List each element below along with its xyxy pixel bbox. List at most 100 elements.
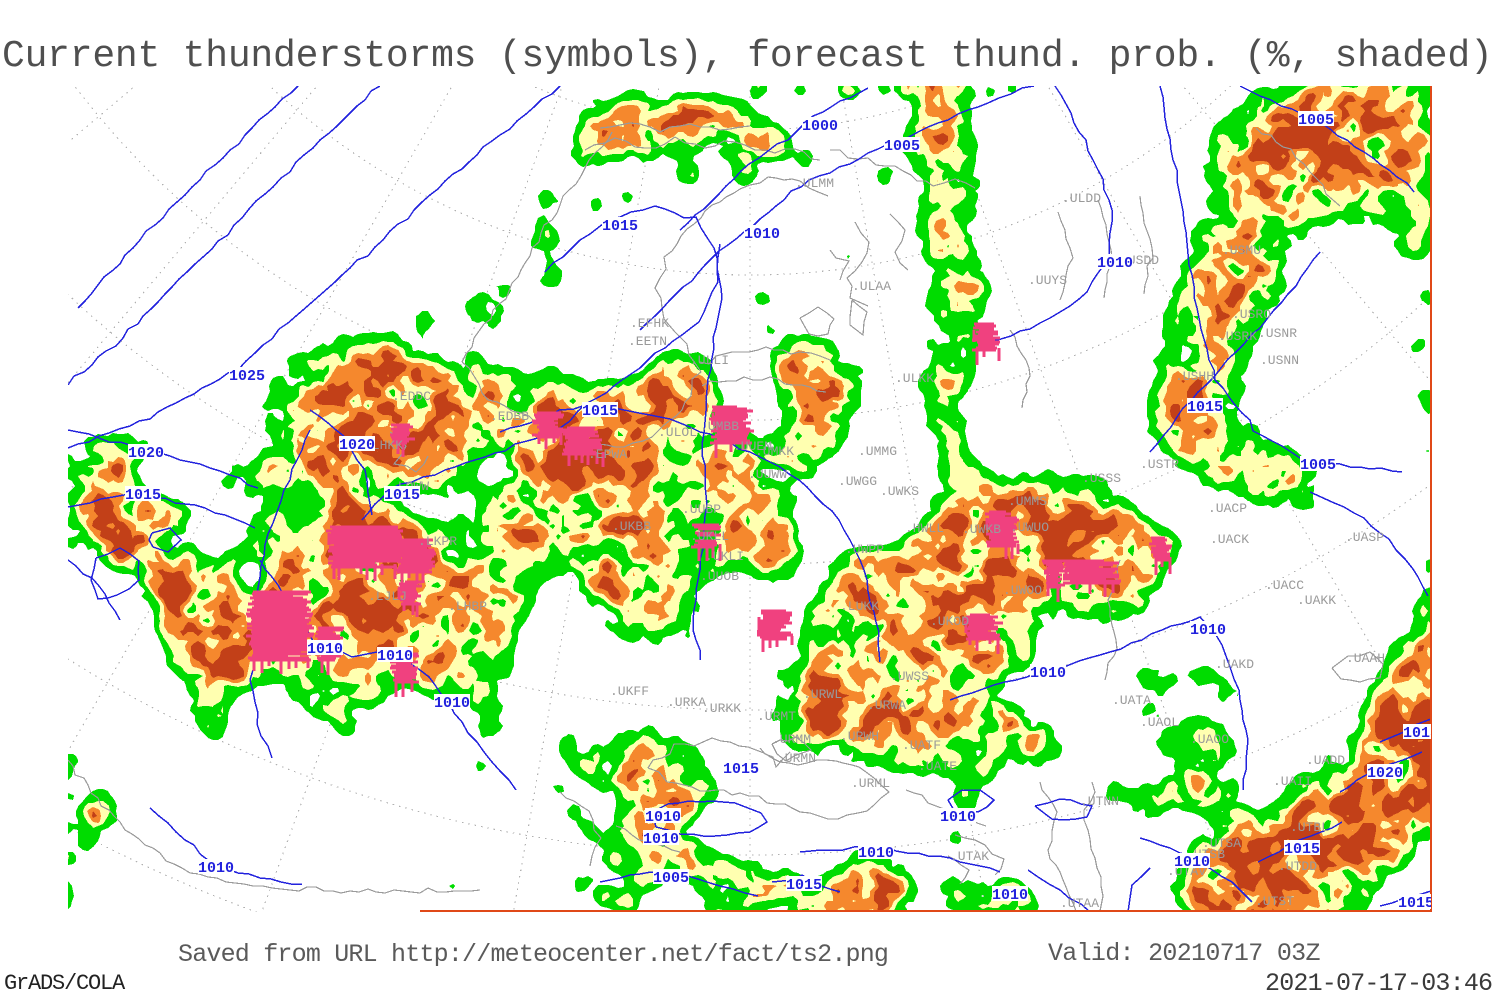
svg-text:.UATA: .UATA (1112, 693, 1151, 708)
svg-text:.UMMG: .UMMG (858, 444, 897, 459)
svg-text:.UASP: .UASP (1345, 530, 1384, 545)
svg-text:.EPWA: .EPWA (588, 447, 627, 462)
svg-text:.UTNN: .UTNN (1080, 794, 1119, 809)
svg-text:1015: 1015 (582, 403, 618, 420)
svg-text:.UATE: .UATE (918, 759, 957, 774)
svg-text:.UAII: .UAII (1273, 774, 1312, 789)
svg-text:1015: 1015 (1403, 725, 1439, 742)
svg-text:1005: 1005 (884, 138, 920, 155)
svg-text:.UAKD: .UAKD (1215, 657, 1254, 672)
svg-text:1010: 1010 (1097, 255, 1133, 272)
svg-text:.UADD: .UADD (1306, 753, 1345, 768)
svg-text:.UTST: .UTST (1255, 894, 1294, 909)
svg-text:1015: 1015 (723, 761, 759, 778)
svg-text:.UACC: .UACC (1265, 578, 1304, 593)
svg-text:.UMMS: .UMMS (1008, 494, 1047, 509)
svg-text:1005: 1005 (1300, 457, 1336, 474)
svg-text:1015: 1015 (384, 487, 420, 504)
svg-text:1010: 1010 (992, 887, 1028, 904)
svg-text:.UKLI: .UKLI (705, 549, 744, 564)
svg-text:.UKOD: .UKOD (930, 614, 969, 629)
svg-text:.USRK: .USRK (1218, 329, 1257, 344)
svg-text:.URWH: .URWH (840, 729, 879, 744)
svg-text:1025: 1025 (229, 368, 265, 385)
svg-text:.USHH: .USHH (1175, 369, 1214, 384)
svg-text:.USMU: .USMU (1222, 243, 1261, 258)
svg-text:.ULDD: .ULDD (1062, 191, 1101, 206)
svg-text:1010: 1010 (377, 648, 413, 665)
svg-text:.UUOB: .UUOB (700, 569, 739, 584)
svg-text:.UMKK: .UMKK (755, 444, 794, 459)
svg-text:.UAKK: .UAKK (1297, 593, 1336, 608)
svg-text:.UAAH: .UAAH (1346, 651, 1385, 666)
svg-text:.EETN: .EETN (628, 334, 667, 349)
svg-text:1010: 1010 (645, 809, 681, 826)
svg-text:1015: 1015 (1398, 895, 1434, 912)
svg-text:.URKA: .URKA (667, 695, 706, 710)
svg-text:1015: 1015 (602, 218, 638, 235)
svg-text:.URWL: .URWL (803, 687, 842, 702)
svg-text:.URMT: .URMT (757, 709, 796, 724)
svg-text:.USNN: .USNN (1260, 353, 1299, 368)
svg-text:.ULAA: .ULAA (852, 279, 891, 294)
svg-text:1015: 1015 (1284, 841, 1320, 858)
svg-text:.UKBB: .UKBB (612, 519, 651, 534)
svg-text:.UWUO: .UWUO (1010, 520, 1049, 535)
svg-text:.UTSA: .UTSA (1202, 836, 1241, 851)
svg-text:1010: 1010 (940, 809, 976, 826)
svg-text:.UTAK: .UTAK (950, 849, 989, 864)
svg-text:.URML: .URML (851, 776, 890, 791)
svg-text:.LJLJ: .LJLJ (368, 589, 407, 604)
svg-text:.UWGG: .UWGG (838, 474, 877, 489)
svg-text:1005: 1005 (653, 870, 689, 887)
svg-text:.UWKS: .UWKS (880, 484, 919, 499)
svg-text:.UACK: .UACK (1210, 532, 1249, 547)
svg-text:1010: 1010 (643, 831, 679, 848)
svg-text:1010: 1010 (858, 845, 894, 862)
svg-text:.UTBL: .UTBL (1290, 820, 1329, 835)
svg-text:.URKK: .URKK (702, 701, 741, 716)
svg-text:.UTDD: .UTDD (1278, 859, 1317, 874)
svg-text:.UUBP: .UUBP (682, 502, 721, 517)
svg-text:.UMBB: .UMBB (700, 419, 739, 434)
svg-text:.LKPR: .LKPR (418, 534, 457, 549)
svg-text:.EDBB: .EDBB (490, 409, 529, 424)
svg-text:1005: 1005 (1298, 112, 1334, 129)
svg-text:.UUWW: .UUWW (748, 467, 787, 482)
svg-text:1020: 1020 (339, 437, 375, 454)
svg-text:.USRO: .USRO (1232, 307, 1271, 322)
svg-text:.ULMM: .ULMM (795, 176, 834, 191)
svg-text:.UWKB: .UWKB (962, 522, 1001, 537)
svg-text:.URMN: .URMN (777, 751, 816, 766)
svg-text:.UWPP: .UWPP (845, 542, 884, 557)
svg-text:.UATF: .UATF (902, 738, 941, 753)
svg-text:.USTR: .USTR (1140, 457, 1179, 472)
svg-text:.LHBP: .LHBP (448, 599, 487, 614)
svg-text:.UUEM: .UUEM (733, 439, 772, 454)
svg-text:.UUYS: .UUYS (1028, 273, 1067, 288)
svg-text:.URWA: .URWA (867, 698, 906, 713)
svg-text:1015: 1015 (786, 877, 822, 894)
svg-text:.ULLI: .ULLI (690, 353, 729, 368)
svg-text:.ULOL: .ULOL (658, 425, 697, 440)
svg-text:1000: 1000 (802, 118, 838, 135)
svg-text:.UAOL: .UAOL (1140, 715, 1179, 730)
svg-text:1010: 1010 (198, 860, 234, 877)
svg-text:1015: 1015 (125, 487, 161, 504)
svg-text:1020: 1020 (1367, 765, 1403, 782)
svg-text:1010: 1010 (744, 226, 780, 243)
svg-text:1010: 1010 (1030, 665, 1066, 682)
svg-text:.USSS: .USSS (1082, 471, 1121, 486)
svg-text:1010: 1010 (1190, 622, 1226, 639)
svg-text:.UAOO: .UAOO (1190, 732, 1229, 747)
svg-text:.ULKK: .ULKK (895, 371, 934, 386)
svg-text:.UTAA: .UTAA (1060, 896, 1099, 911)
svg-text:1020: 1020 (128, 445, 164, 462)
svg-text:1010: 1010 (1174, 854, 1210, 871)
svg-text:.UKLL: .UKLL (690, 529, 729, 544)
svg-text:.USNR: .USNR (1258, 326, 1297, 341)
svg-text:.HWLL: .HWLL (905, 521, 944, 536)
svg-text:1010: 1010 (307, 641, 343, 658)
svg-text:.EFHK: .EFHK (630, 316, 669, 331)
svg-text:.UACP: .UACP (1208, 501, 1247, 516)
